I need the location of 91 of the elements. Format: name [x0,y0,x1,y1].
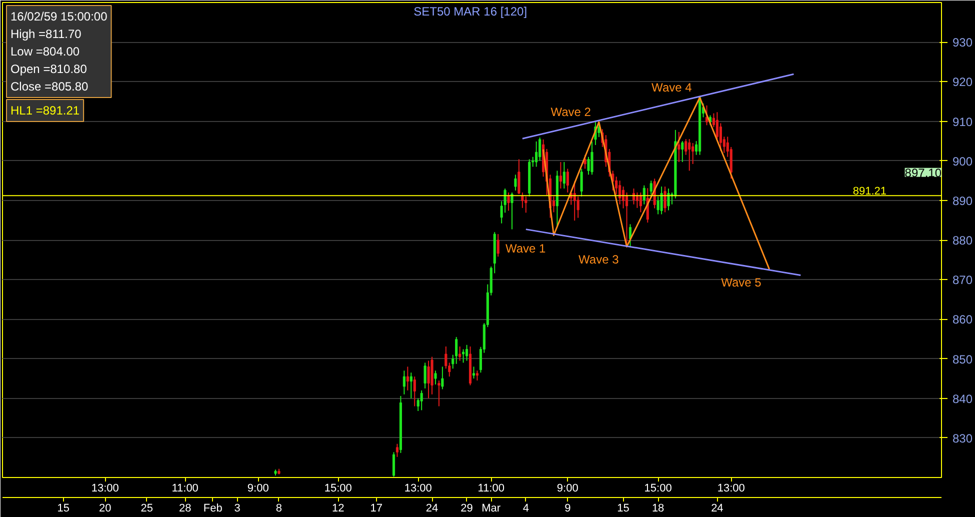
annotation: Low =804.00 [10,44,80,58]
x-tick-label: 24 [426,502,438,514]
y-tick-label: 840 [952,392,973,406]
category-label: 11:00 28 [172,482,198,514]
y-tick-label: 920 [952,75,973,90]
candlestick [420,390,423,411]
chart-title: SET50 MAR 16 [120] [414,4,528,18]
y-tick-label: 910 [952,114,973,129]
category-label: 9:00 9 [556,482,578,514]
category-label: 15:00 12 [324,482,352,514]
candlestick [406,366,409,391]
x-tick-label: 3 [234,502,240,514]
candlestick [590,140,594,176]
y-tick-label: 860 [952,312,973,327]
candlestick [424,362,426,389]
candlestick [458,346,462,362]
candlestick [642,184,646,205]
candlestick [639,192,642,213]
candlestick [462,348,465,364]
candlestick [427,360,430,399]
y-tick-label: 930 [952,36,973,50]
data-label: Wave 2 [550,105,592,120]
y-tick-label: 900 [952,154,973,168]
candlestick [396,443,399,458]
annotation: Close =805.80 [10,80,89,94]
candlestick [573,180,576,222]
category-label: 13:00 20 [91,482,119,514]
candlestick [402,370,406,395]
candlestick [392,452,396,478]
data-label: Wave 3 [578,252,620,267]
y-tick-label: 850 [952,352,973,366]
data-label: Wave 1 [505,241,546,256]
candlestick [705,104,708,126]
candlestick [584,154,586,170]
y-tick-label: 870 [952,273,973,288]
x-tick-label: 29 [460,502,473,514]
candlestick [587,156,590,176]
candlestick [465,344,468,362]
candlestick [472,366,476,380]
x-tick-label: 17 [370,502,382,514]
candlestick [514,174,517,192]
candlestick [410,372,412,399]
y-tick-label: 830 [952,431,973,446]
candlestick [580,168,583,197]
x-tick-label: 13:00 [717,482,745,494]
y-tick-label: 880 [952,234,973,248]
candlestick [535,140,538,168]
candlestick [719,122,722,152]
candlestick [434,370,437,385]
x-tick-label: Feb [203,502,222,514]
x-tick-label: 8 [276,502,282,514]
annotation: Open =810.80 [10,62,88,76]
candlestick [413,376,416,407]
candlestick [476,370,479,382]
candlestick [660,186,663,215]
data-label: Wave 4 [652,80,692,94]
candlestick [667,188,670,211]
candlestick [559,162,562,190]
x-tick-label: 25 [140,502,153,514]
annotation: HL1 =891.21 [10,104,80,118]
candlestick [496,234,500,258]
candlestick [681,140,684,163]
candlestick [438,380,440,407]
candlestick [441,366,444,390]
category-label: 15:00 18 [644,482,672,514]
annotation: High =811.70 [10,27,82,41]
candlestick [566,168,569,193]
x-tick-label: 4 [522,502,529,514]
annotation: 16/02/59 15:00:00 [10,10,108,24]
candlestick [598,122,600,138]
candlestick [507,192,510,212]
candlestick [650,180,652,195]
x-tick-label: 15 [57,502,70,514]
candlestick [678,131,680,163]
candlestick [618,180,622,205]
candlestick [455,336,458,364]
x-tick-label: 15 [617,502,630,514]
candlestick [688,138,691,172]
data-label: Wave 5 [721,275,762,290]
candlestick [656,196,660,215]
y-tick-label: 890 [952,194,973,208]
category-label: 11:00 Mar [478,482,504,514]
x-tick-label: 24 [711,502,724,514]
ref-line-label: 891.21 [852,186,887,198]
annotation: 897.10 [904,166,942,180]
candlestick [562,162,566,190]
candlestick [664,186,666,213]
candlestick [510,192,514,230]
x-tick-label: 13:00 [404,482,432,494]
x-tick-label: 9:00 [247,482,269,494]
candlestick [524,196,528,214]
